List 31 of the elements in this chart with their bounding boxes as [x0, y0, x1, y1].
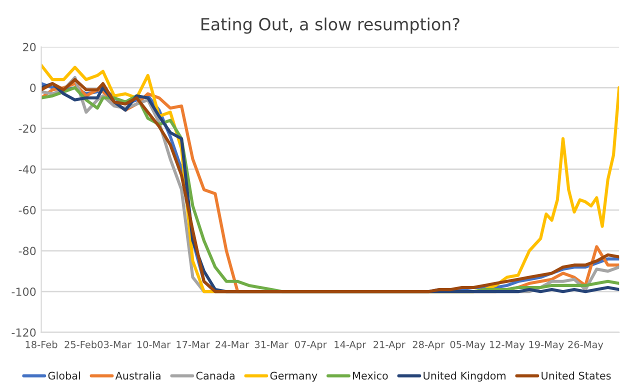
y-tick-label: -120	[12, 328, 36, 337]
x-tick-label: 24-Mar	[216, 340, 250, 348]
legend-label: Mexico	[353, 372, 388, 380]
x-tick-label: 26-May	[568, 340, 604, 350]
x-tick-label: 18-Feb	[26, 340, 58, 348]
x-tick-label: 10-Mar	[137, 340, 171, 348]
legend-label: United States	[542, 372, 611, 380]
y-tick-label: 20	[23, 42, 36, 52]
x-tick-label: 21-Apr	[374, 340, 406, 350]
x-tick-label: 07-Apr	[294, 340, 327, 350]
y-tick-label: -60	[18, 206, 36, 214]
x-tick-label: 28-Apr	[412, 340, 445, 350]
x-tick-label: 12-May	[490, 340, 525, 350]
y-tick-label: -40	[18, 165, 36, 174]
chart-title: Eating Out, a slow resumption?	[202, 18, 460, 34]
y-tick-label: 0	[30, 84, 36, 92]
x-tick-label: 14-Apr	[334, 340, 366, 350]
y-tick-label: -100	[12, 288, 36, 296]
legend-label: Germany	[270, 372, 318, 382]
legend-label: Global	[48, 372, 80, 380]
x-tick-label: 03-Mar	[98, 340, 132, 348]
x-tick-label: 17-Mar	[176, 340, 210, 348]
y-tick-label: -80	[18, 246, 36, 256]
x-tick-label: 25-Feb	[64, 340, 97, 348]
x-tick-label: 31-Mar	[254, 340, 288, 348]
legend-label: Canada	[196, 372, 234, 380]
y-tick-label: -20	[18, 124, 36, 133]
x-tick-label: 19-May	[529, 340, 564, 350]
x-tick-label: 05-May	[450, 340, 486, 350]
legend-label: Australia	[115, 372, 160, 380]
legend-label: United Kingdom	[424, 372, 506, 382]
